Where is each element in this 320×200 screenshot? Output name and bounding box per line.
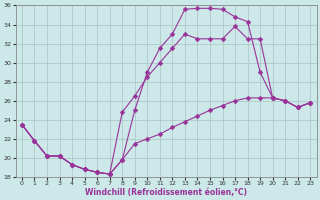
X-axis label: Windchill (Refroidissement éolien,°C): Windchill (Refroidissement éolien,°C) (85, 188, 247, 197)
